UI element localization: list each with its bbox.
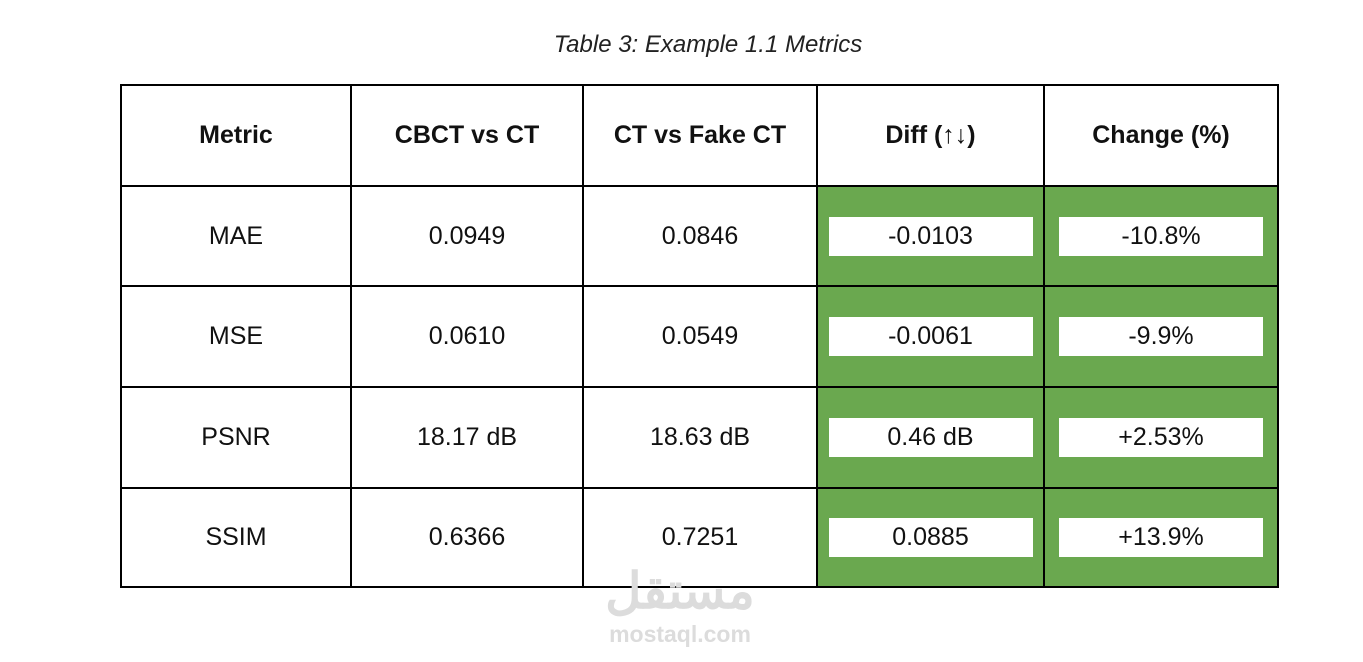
value-box: -9.9% <box>1059 317 1263 356</box>
header-cell: CT vs Fake CT <box>584 86 818 187</box>
table-cell: 0.0610 <box>352 287 584 388</box>
table-cell: MSE <box>122 287 352 388</box>
table-cell: 0.0949 <box>352 187 584 287</box>
header-cell: Diff (↑↓) <box>818 86 1045 187</box>
table-cell: 0.0846 <box>584 187 818 287</box>
value-box: -0.0103 <box>828 216 1033 256</box>
header-cell: CBCT vs CT <box>352 86 584 187</box>
watermark-arabic: مستقل <box>605 563 755 619</box>
value-box: -10.8% <box>1059 216 1263 256</box>
highlight-cell: -9.9% <box>1045 287 1279 388</box>
table-cell: 0.6366 <box>352 489 584 588</box>
value-box: -0.0061 <box>828 317 1033 356</box>
value-box: 0.0885 <box>828 518 1033 557</box>
highlight-cell: -0.0061 <box>818 287 1045 388</box>
table-cell: SSIM <box>122 489 352 588</box>
metrics-table: Metric CBCT vs CT CT vs Fake CT Diff (↑↓) Ch… <box>120 84 1279 588</box>
value-box: +13.9% <box>1059 518 1263 557</box>
watermark-latin: mostaql.com <box>609 621 751 647</box>
highlight-cell: +2.53% <box>1045 388 1279 489</box>
table-caption: Table 3: Example 1.1 Metrics <box>553 31 863 58</box>
table-cell: 18.63 dB <box>584 388 818 489</box>
value-box: +2.53% <box>1059 418 1263 457</box>
highlight-cell: 0.0885 <box>818 489 1045 588</box>
value-box: 0.46 dB <box>828 418 1033 457</box>
highlight-cell: +13.9% <box>1045 489 1279 588</box>
table-cell: 18.17 dB <box>352 388 584 489</box>
highlight-cell: -0.0103 <box>818 187 1045 287</box>
table-cell: PSNR <box>122 388 352 489</box>
header-cell: Metric <box>122 86 352 187</box>
header-cell: Change (%) <box>1045 86 1279 187</box>
highlight-cell: -10.8% <box>1045 187 1279 287</box>
table-cell: 0.0549 <box>584 287 818 388</box>
highlight-cell: 0.46 dB <box>818 388 1045 489</box>
table-cell: MAE <box>122 187 352 287</box>
table-cell: 0.7251 <box>584 489 818 588</box>
